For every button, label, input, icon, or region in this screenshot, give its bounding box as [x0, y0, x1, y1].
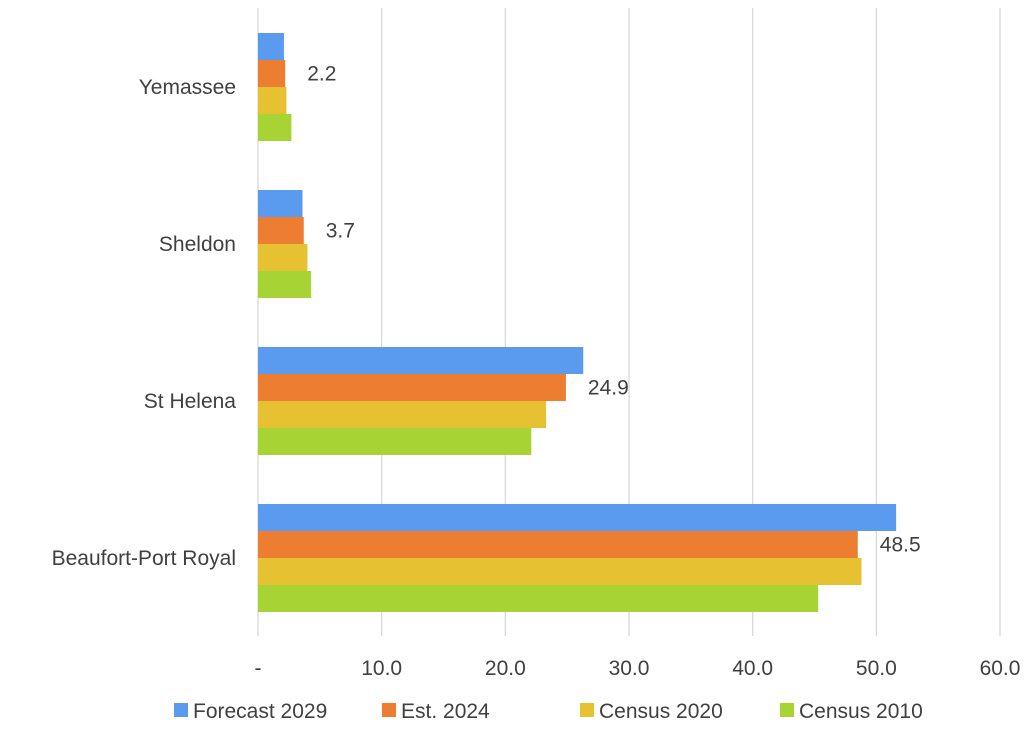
bar [258, 374, 566, 401]
x-tick-label: - [255, 657, 262, 680]
category-label: Sheldon [159, 233, 236, 256]
legend-swatch [780, 703, 794, 717]
legend-label: Census 2020 [599, 700, 723, 723]
bar [258, 190, 303, 217]
axes: - 10.0 20.0 30.0 40.0 50.0 60.0 Beaufort-Port R… [52, 76, 1021, 680]
x-tick-label: 40.0 [732, 657, 773, 680]
data-label: 48.5 [880, 534, 921, 557]
bar [258, 244, 308, 271]
legend-label: Est. 2024 [401, 700, 490, 723]
legend-swatch [580, 703, 594, 717]
category-label: Beaufort-Port Royal [52, 547, 236, 570]
category-label: St Helena [144, 390, 237, 413]
data-labels: 48.5 24.9 3.7 2.2 [307, 63, 920, 557]
bar [258, 558, 862, 585]
bar [258, 585, 819, 612]
x-tick-label: 30.0 [609, 657, 650, 680]
bars [258, 33, 897, 612]
category-label: Yemassee [139, 76, 236, 99]
data-label: 3.7 [326, 220, 355, 243]
x-tick-label: 20.0 [485, 657, 526, 680]
data-label: 2.2 [307, 63, 336, 86]
x-tick-label: 60.0 [980, 657, 1021, 680]
legend-swatch [174, 703, 188, 717]
bar [258, 87, 287, 114]
legend-swatch [382, 703, 396, 717]
bar [258, 347, 584, 374]
bar [258, 504, 897, 531]
x-tick-label: 10.0 [361, 657, 402, 680]
legend: Forecast 2029 Est. 2024 Census 2020 Census … [174, 700, 923, 723]
legend-label: Forecast 2029 [193, 700, 327, 723]
bar [258, 33, 284, 60]
bar [258, 531, 858, 558]
data-label: 24.9 [588, 377, 629, 400]
legend-label: Census 2010 [799, 700, 923, 723]
bar [258, 428, 532, 455]
gridlines [257, 8, 1001, 636]
bar [258, 60, 286, 87]
x-tick-label: 50.0 [856, 657, 897, 680]
bar [258, 271, 312, 298]
bar [258, 114, 292, 141]
bar [258, 217, 304, 244]
bar [258, 401, 547, 428]
